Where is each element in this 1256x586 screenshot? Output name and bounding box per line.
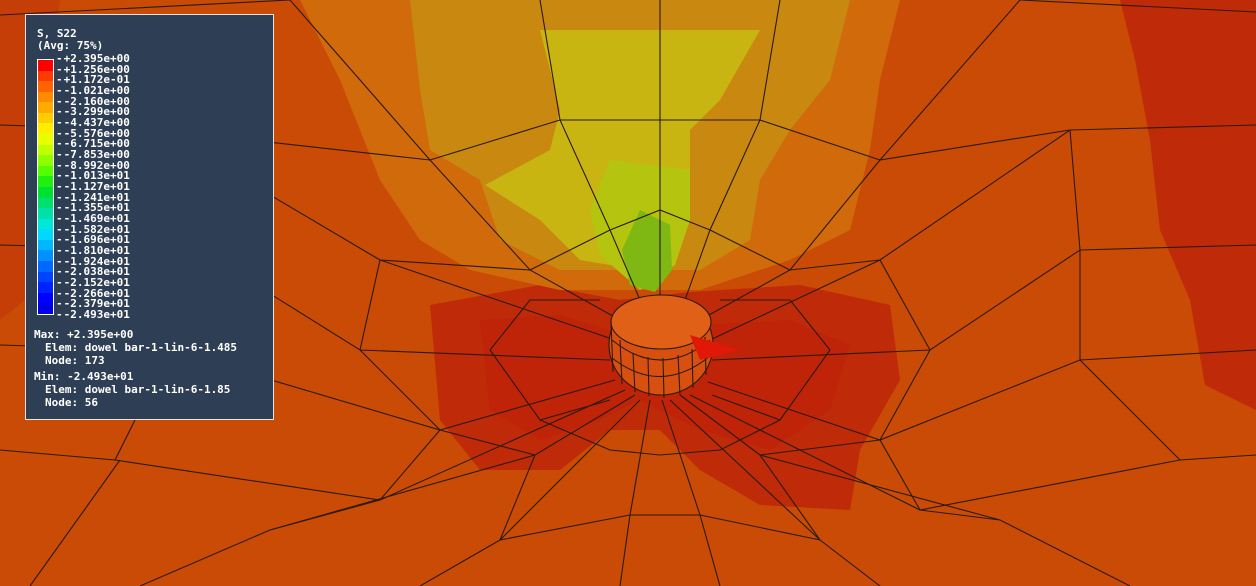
contour-yellow (485, 30, 760, 270)
legend-tick-label: -1.469e+01 (56, 213, 130, 224)
legend-swatch (38, 123, 53, 135)
legend-tick-label: -1.241e+01 (56, 192, 130, 203)
legend-tick-label: -3.299e+00 (56, 106, 130, 117)
legend-swatch (38, 292, 53, 304)
legend-color-bar (37, 59, 54, 315)
legend-title: S, S22 (37, 27, 77, 40)
legend-tick-label: -1.924e+01 (56, 256, 130, 267)
min-elem: Elem: dowel bar-1-lin-6-1.85 (45, 383, 231, 396)
contour-legend[interactable]: S, S22 (Avg: 75%) +2.395e+00+1.256e+00+1… (25, 14, 274, 420)
legend-swatch (38, 102, 53, 113)
legend-tick-label: -1.696e+01 (56, 234, 130, 245)
contour-dark-red-right (1120, 0, 1256, 410)
legend-swatch (38, 81, 53, 92)
legend-swatch (38, 112, 53, 124)
legend-swatch (38, 229, 53, 240)
legend-tick-label: -1.355e+01 (56, 202, 130, 213)
legend-swatch (38, 250, 53, 261)
legend-tick-label: -7.853e+00 (56, 149, 130, 160)
legend-swatch (38, 165, 53, 177)
dowel-bar-hole (608, 294, 740, 399)
legend-tick-label: -2.038e+01 (56, 266, 130, 277)
legend-tick-label: -2.266e+01 (56, 288, 130, 299)
legend-tick-label: -1.021e+00 (56, 85, 130, 96)
legend-swatch (38, 197, 53, 209)
legend-tick-label: -2.379e+01 (56, 298, 130, 309)
legend-swatch (38, 134, 53, 145)
legend-tick-label: -1.810e+01 (56, 245, 130, 256)
legend-tick-label: -1.582e+01 (56, 224, 130, 235)
legend-swatch (38, 271, 53, 283)
legend-tick-label: -2.152e+01 (56, 277, 130, 288)
legend-swatch (38, 260, 53, 272)
legend-swatch (38, 155, 53, 166)
legend-tick-label: -6.715e+00 (56, 138, 130, 149)
legend-swatch (38, 70, 53, 82)
max-elem: Elem: dowel bar-1-lin-6-1.485 (45, 341, 238, 354)
legend-tick-label: +1.172e-01 (56, 74, 130, 85)
max-node: Node: 173 (45, 354, 105, 367)
legend-swatch (38, 218, 53, 230)
legend-swatch (38, 303, 53, 314)
legend-swatch (38, 144, 53, 156)
legend-swatch (38, 208, 53, 219)
legend-tick-label: -2.160e+00 (56, 96, 130, 107)
legend-swatch (38, 282, 53, 293)
legend-subtitle: (Avg: 75%) (37, 39, 104, 52)
legend-swatch (38, 176, 53, 187)
max-value: Max: +2.395e+00 (34, 328, 134, 341)
min-value: Min: -2.493e+01 (34, 370, 134, 383)
legend-tick-label: -8.992e+00 (56, 160, 130, 171)
legend-tick-label: -1.013e+01 (56, 170, 130, 181)
legend-tick-label: -2.493e+01 (56, 309, 130, 320)
legend-swatch (38, 186, 53, 198)
legend-swatch (38, 60, 53, 71)
legend-swatch (38, 91, 53, 103)
legend-tick-label: -4.437e+00 (56, 117, 130, 128)
legend-tick-label: -1.127e+01 (56, 181, 130, 192)
legend-tick-label: +1.256e+00 (56, 64, 130, 75)
legend-tick-label: +2.395e+00 (56, 53, 130, 64)
legend-swatch (38, 239, 53, 251)
min-node: Node: 56 (45, 396, 98, 409)
legend-tick-label: -5.576e+00 (56, 128, 130, 139)
